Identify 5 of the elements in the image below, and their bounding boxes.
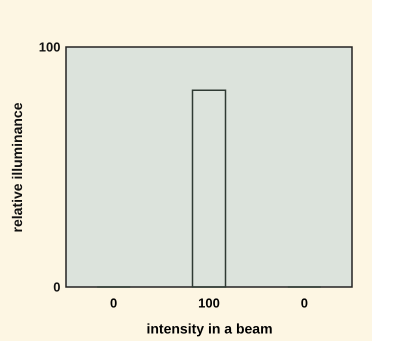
y-axis-title: relative illuminance (8, 102, 25, 232)
x-tick-label: 0 (110, 296, 118, 310)
x-tick-label: 0 (300, 296, 308, 310)
x-tick-label: 100 (198, 296, 220, 310)
x-axis-title: intensity in a beam (146, 320, 273, 336)
